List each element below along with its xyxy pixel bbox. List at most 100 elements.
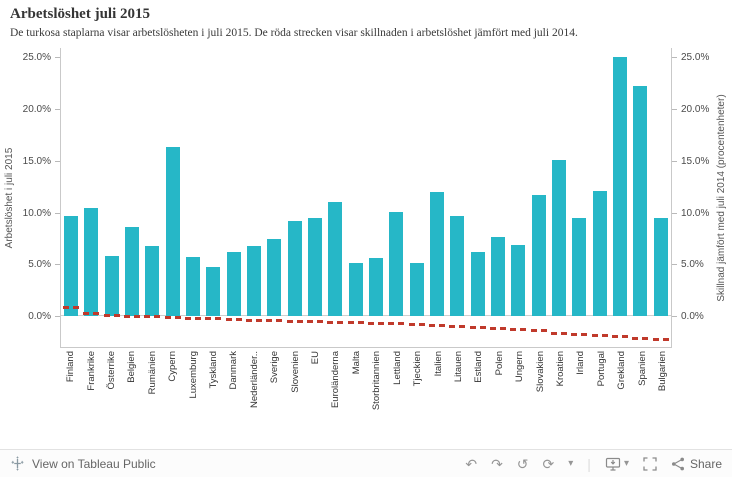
diff-mark[interactable] — [530, 329, 547, 333]
tick-label: 25.0% — [681, 52, 710, 64]
view-on-tableau-public[interactable]: View on Tableau Public — [10, 456, 156, 471]
unemployment-bar[interactable] — [308, 217, 323, 316]
diff-mark[interactable] — [307, 320, 324, 324]
unemployment-bar[interactable] — [389, 211, 404, 316]
category-label: Portugal — [595, 351, 607, 387]
refresh-icon[interactable]: ⟳ — [542, 455, 555, 472]
undo-icon[interactable]: ↶ — [465, 455, 478, 472]
redo-icon[interactable]: ↷ — [491, 455, 503, 472]
bar-slot — [285, 48, 305, 347]
diff-mark[interactable] — [408, 323, 425, 327]
unemployment-bar[interactable] — [409, 263, 424, 316]
bar-slot — [508, 48, 528, 347]
unemployment-bar[interactable] — [633, 86, 648, 316]
category-label: Ungern — [514, 351, 526, 383]
unemployment-bar[interactable] — [613, 57, 628, 316]
unemployment-bar[interactable] — [328, 202, 343, 316]
unemployment-bar[interactable] — [470, 251, 485, 316]
diff-mark[interactable] — [266, 319, 283, 323]
diff-mark[interactable] — [510, 328, 527, 332]
unemployment-bar[interactable] — [369, 258, 384, 316]
tick-label: 15.0% — [681, 155, 710, 167]
unemployment-bar[interactable] — [491, 237, 506, 316]
tick-label: 0.0% — [28, 310, 51, 322]
tick-label: 15.0% — [22, 155, 51, 167]
unemployment-bar[interactable] — [165, 147, 180, 316]
unemployment-bar[interactable] — [247, 245, 262, 316]
diff-mark[interactable] — [225, 318, 242, 322]
category-label: Slovakien — [534, 351, 546, 393]
unemployment-bar[interactable] — [511, 244, 526, 316]
unemployment-bar[interactable] — [125, 227, 140, 316]
category-label: Litauen — [452, 351, 464, 383]
tick-mark — [672, 212, 677, 214]
unemployment-bar[interactable] — [552, 159, 567, 316]
diff-mark[interactable] — [368, 322, 385, 326]
bar-slot — [407, 48, 427, 347]
left-axis-title: Arbetslöshet i juli 2015 — [4, 147, 15, 249]
unemployment-bar[interactable] — [531, 194, 546, 316]
revert-icon[interactable]: ↺ — [516, 455, 529, 472]
category-label: Frankrike — [85, 351, 97, 391]
bar-slot — [203, 48, 223, 347]
diff-mark[interactable] — [429, 324, 446, 328]
unemployment-bar[interactable] — [572, 217, 587, 316]
category-label: Österrike — [106, 351, 118, 390]
diff-mark[interactable] — [327, 321, 344, 325]
unemployment-bar[interactable] — [145, 245, 160, 316]
bar-slot — [549, 48, 569, 347]
download-dropdown-icon: ▾ — [623, 457, 629, 469]
diff-mark[interactable] — [246, 319, 263, 323]
diff-mark[interactable] — [449, 325, 466, 329]
download-button[interactable]: ▾ — [605, 457, 629, 471]
diff-mark[interactable] — [164, 316, 181, 320]
bar-slot — [102, 48, 122, 347]
diff-mark[interactable] — [388, 322, 405, 326]
diff-mark[interactable] — [185, 317, 202, 321]
diff-mark[interactable] — [63, 305, 80, 309]
unemployment-bar[interactable] — [64, 215, 79, 316]
diff-mark[interactable] — [347, 321, 364, 325]
diff-mark[interactable] — [632, 336, 649, 340]
diff-mark[interactable] — [612, 334, 629, 338]
diff-mark[interactable] — [469, 326, 486, 330]
tick-mark — [55, 264, 60, 266]
category-axis: Finland Frankrike Österrike Belgien Rumänien… — [60, 348, 672, 440]
category-label: Storbritannien — [371, 351, 383, 411]
diff-mark[interactable] — [571, 332, 588, 336]
diff-mark[interactable] — [286, 320, 303, 324]
unemployment-bar[interactable] — [348, 263, 363, 316]
unemployment-bar[interactable] — [186, 257, 201, 316]
unemployment-bar[interactable] — [287, 220, 302, 316]
bar-slot — [81, 48, 101, 347]
unemployment-bar[interactable] — [430, 191, 445, 316]
pause-dropdown-icon[interactable]: ▾ — [568, 457, 574, 469]
diff-mark[interactable] — [144, 315, 161, 318]
diff-mark[interactable] — [551, 331, 568, 335]
unemployment-bar[interactable] — [104, 255, 119, 316]
diff-mark[interactable] — [591, 333, 608, 337]
unemployment-bar[interactable] — [206, 267, 221, 316]
bar-slot — [386, 48, 406, 347]
fullscreen-icon[interactable] — [643, 456, 657, 471]
diff-mark[interactable] — [205, 317, 222, 321]
unemployment-bar[interactable] — [592, 190, 607, 316]
unemployment-bar[interactable] — [84, 208, 99, 316]
unemployment-bar[interactable] — [226, 251, 241, 316]
diff-mark[interactable] — [652, 337, 669, 341]
category-label: Luxemburg — [187, 351, 199, 399]
unemployment-bar[interactable] — [450, 215, 465, 316]
share-button[interactable]: Share — [671, 457, 722, 471]
tick-label: 5.0% — [28, 259, 51, 271]
tick-mark — [55, 315, 60, 317]
diff-mark[interactable] — [124, 315, 141, 318]
diff-mark[interactable] — [83, 311, 100, 315]
diff-mark[interactable] — [490, 327, 507, 331]
category-label: Belgien — [126, 351, 138, 383]
right-axis-title-area: Skillnad jämfört med juli 2014 (procente… — [714, 48, 730, 348]
share-icon — [671, 457, 684, 470]
unemployment-bar[interactable] — [267, 239, 282, 316]
tick-mark — [55, 109, 60, 111]
unemployment-bar[interactable] — [653, 217, 668, 316]
diff-mark[interactable] — [103, 313, 120, 317]
